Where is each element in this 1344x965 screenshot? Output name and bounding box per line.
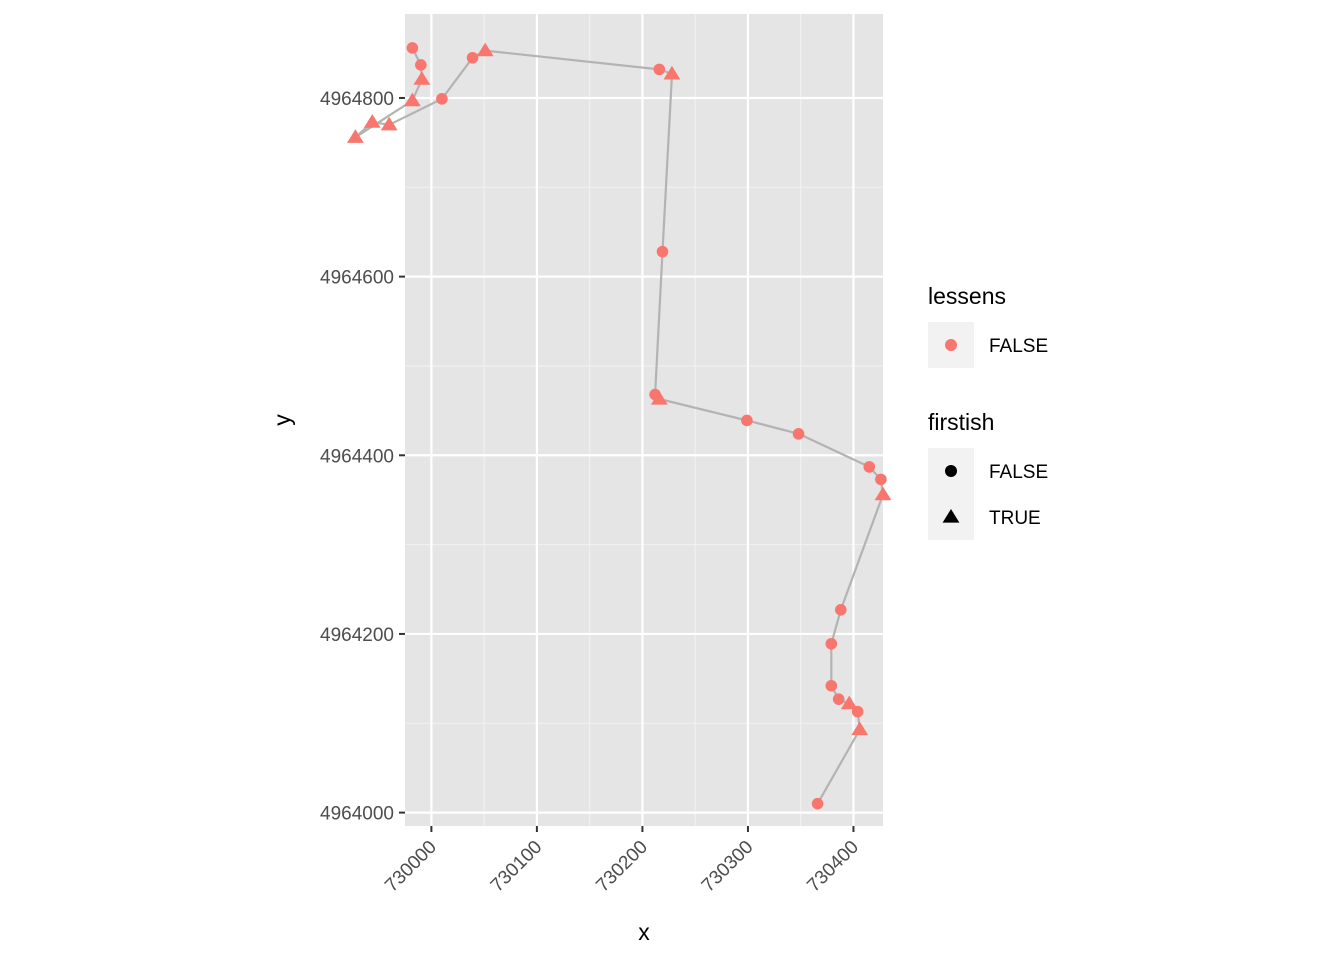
- data-point-circle: [825, 679, 838, 692]
- legend: lessens FALSE firstish FALSE TRUE: [928, 283, 1048, 540]
- y-tick-label: 4964800: [320, 89, 394, 110]
- data-point-circle: [875, 473, 887, 486]
- data-point-circle: [466, 51, 479, 64]
- data-point-circle: [656, 245, 669, 258]
- data-point-circle: [436, 93, 448, 105]
- legend-title: lessens: [928, 283, 1006, 309]
- legend-label: FALSE: [989, 336, 1048, 357]
- legend-triangle-symbol: [942, 509, 960, 523]
- y-tick-label: 4964400: [320, 446, 394, 467]
- x-tick-label: 730100: [487, 837, 547, 897]
- x-tick-label: 730300: [698, 837, 758, 897]
- data-point-triangle: [476, 42, 494, 57]
- legend-label: FALSE: [989, 462, 1048, 483]
- data-point-circle: [811, 797, 824, 810]
- legend-circle-symbol: [945, 465, 957, 477]
- x-tick-label: 730200: [592, 837, 652, 897]
- panel-background: [405, 14, 883, 826]
- data-point-triangle: [363, 114, 381, 128]
- data-point-triangle: [380, 116, 398, 131]
- data-point-circle: [649, 388, 661, 401]
- data-point-circle: [834, 604, 847, 616]
- y-tick-label: 4964000: [320, 804, 394, 825]
- x-tick-label: 730000: [381, 837, 441, 897]
- legend-label: TRUE: [989, 508, 1041, 529]
- data-point-circle: [415, 59, 427, 71]
- legend-circle-symbol: [945, 339, 957, 351]
- major-gridlines: [405, 14, 883, 826]
- data-point-circle: [406, 42, 419, 54]
- data-point-triangle: [840, 695, 858, 710]
- x-axis: 730000 730100 730200 730300 730400: [381, 826, 863, 896]
- x-tick-label: 730400: [803, 837, 863, 897]
- data-point-circle: [863, 461, 876, 473]
- data-point-triangle: [347, 129, 364, 143]
- points-layer: [347, 42, 892, 810]
- y-axis-title: y: [269, 414, 295, 426]
- data-point-circle: [741, 414, 753, 427]
- y-axis: 4964000 4964200 4964400 4964600 4964800: [320, 89, 405, 825]
- data-point-triangle: [663, 65, 681, 80]
- data-point-triangle: [851, 721, 869, 736]
- data-point-circle: [825, 637, 838, 650]
- data-point-circle: [792, 428, 805, 440]
- y-tick-label: 4964600: [320, 268, 394, 289]
- y-tick-label: 4964200: [320, 625, 394, 646]
- data-point-triangle: [874, 486, 892, 501]
- data-point-triangle: [413, 71, 431, 85]
- data-point-circle: [832, 693, 845, 705]
- data-point-triangle: [403, 92, 421, 107]
- x-axis-title: x: [638, 919, 650, 945]
- legend-title: firstish: [928, 409, 994, 435]
- minor-gridlines: [405, 14, 883, 826]
- data-point-circle: [653, 63, 666, 76]
